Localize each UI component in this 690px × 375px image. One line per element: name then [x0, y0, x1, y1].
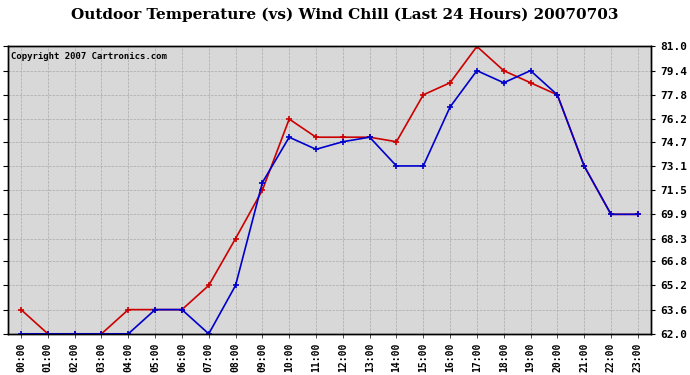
Text: Outdoor Temperature (vs) Wind Chill (Last 24 Hours) 20070703: Outdoor Temperature (vs) Wind Chill (Las…: [71, 8, 619, 22]
Text: Copyright 2007 Cartronics.com: Copyright 2007 Cartronics.com: [11, 52, 167, 61]
